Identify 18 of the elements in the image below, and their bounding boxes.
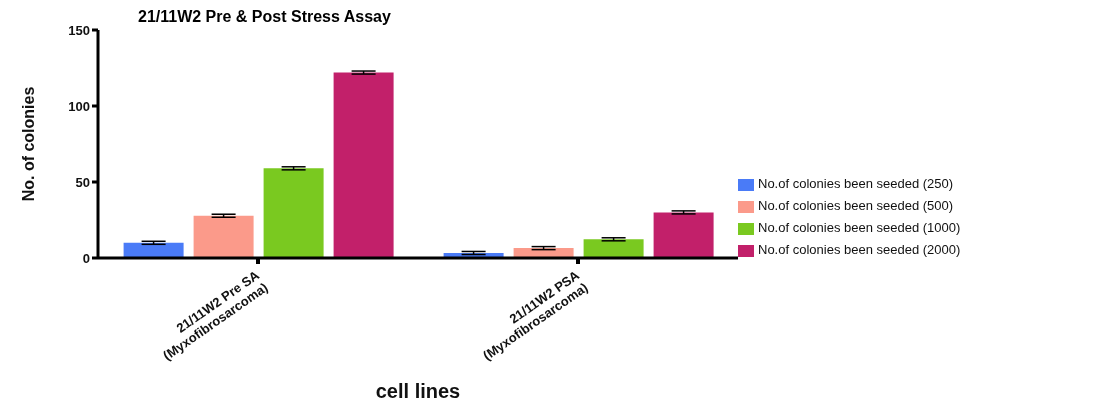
- bar: [513, 248, 574, 258]
- bar: [653, 212, 714, 258]
- bar: [583, 239, 644, 258]
- x-axis-title: cell lines: [375, 380, 461, 402]
- bar: [333, 72, 394, 258]
- y-tick-label: 50: [75, 174, 90, 190]
- chart-title: 21/11W2 Pre & Post Stress Assay: [138, 8, 391, 25]
- y-axis-title: No. of colonies: [19, 86, 37, 202]
- bar: [193, 215, 254, 258]
- y-tick-label: 0: [82, 250, 90, 266]
- y-tick-label: 150: [68, 22, 90, 38]
- bar: [263, 168, 324, 258]
- legend-label: No.of colonies been seeded (500): [758, 198, 954, 213]
- bar: [123, 242, 184, 258]
- legend-label: No.of colonies been seeded (250): [758, 176, 954, 191]
- y-tick-label: 100: [68, 98, 90, 114]
- legend-label: No.of colonies been seeded (1000): [758, 220, 961, 235]
- legend-label: No.of colonies been seeded (2000): [758, 242, 961, 257]
